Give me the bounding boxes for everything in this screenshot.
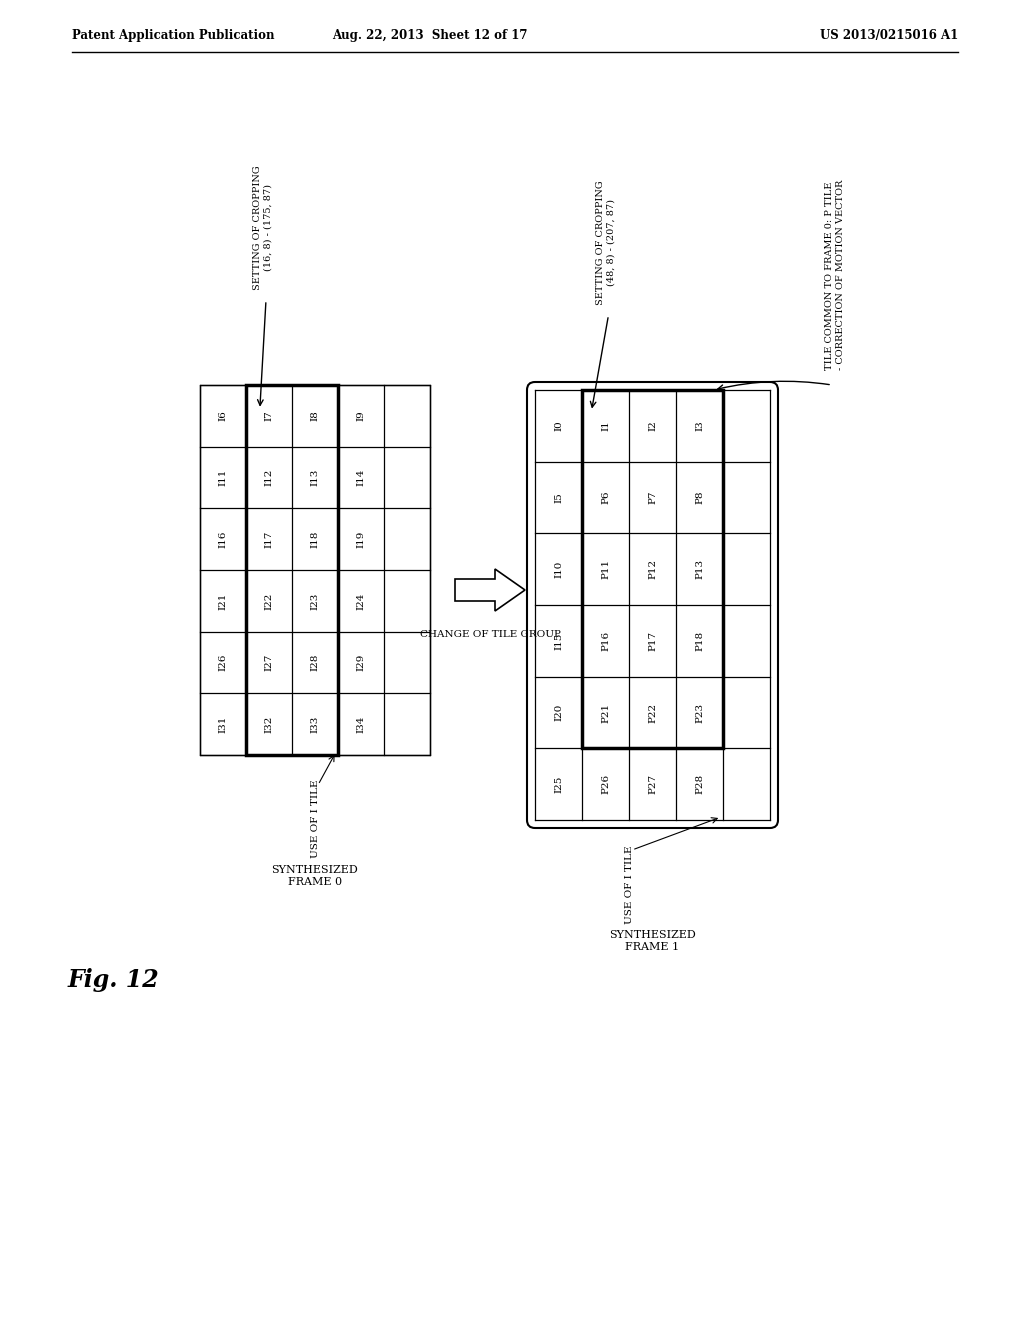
Text: P26: P26 [601,774,610,795]
Text: P18: P18 [695,631,705,651]
Text: I0: I0 [554,421,563,432]
Text: I28: I28 [310,653,319,671]
Text: I34: I34 [356,715,366,733]
Text: I13: I13 [310,469,319,486]
Text: P11: P11 [601,560,610,579]
Text: TILE COMMON TO FRAME 0: P TILE
- CORRECTION OF MOTION VECTOR: TILE COMMON TO FRAME 0: P TILE - CORRECT… [825,180,845,370]
Text: P12: P12 [648,560,657,579]
Text: I21: I21 [218,593,227,610]
Text: I23: I23 [310,593,319,610]
Text: I5: I5 [554,492,563,503]
Text: USE OF I TILE: USE OF I TILE [310,780,319,858]
Text: SYNTHESIZED
FRAME 1: SYNTHESIZED FRAME 1 [609,931,696,952]
Text: I31: I31 [218,715,227,733]
Text: Patent Application Publication: Patent Application Publication [72,29,274,41]
Text: I7: I7 [264,411,273,421]
Text: Fig. 12: Fig. 12 [68,968,160,993]
Text: I26: I26 [218,653,227,671]
Text: I16: I16 [218,531,227,548]
Text: I6: I6 [218,411,227,421]
Text: I3: I3 [695,421,705,432]
Text: I10: I10 [554,561,563,578]
Text: I18: I18 [310,531,319,548]
Text: I27: I27 [264,653,273,671]
Text: I33: I33 [310,715,319,733]
Text: I14: I14 [356,469,366,486]
Text: I17: I17 [264,531,273,548]
Text: P13: P13 [695,560,705,579]
Text: P27: P27 [648,774,657,795]
Text: I11: I11 [218,469,227,486]
Text: I1: I1 [601,421,610,432]
Text: USE OF I TILE: USE OF I TILE [625,845,634,924]
Text: US 2013/0215016 A1: US 2013/0215016 A1 [820,29,958,41]
Text: I8: I8 [310,411,319,421]
Text: I32: I32 [264,715,273,733]
Text: I19: I19 [356,531,366,548]
Text: SYNTHESIZED
FRAME 0: SYNTHESIZED FRAME 0 [271,865,358,887]
Text: P8: P8 [695,491,705,504]
Bar [582,389,723,748]
Text: P23: P23 [695,702,705,722]
Bar [200,385,430,755]
Text: P7: P7 [648,491,657,504]
Bar [246,385,338,755]
Text: I9: I9 [356,411,366,421]
Text: I24: I24 [356,593,366,610]
Text: P21: P21 [601,702,610,722]
Text: I29: I29 [356,653,366,671]
Text: SETTING OF CROPPING
(48, 8) - (207, 87): SETTING OF CROPPING (48, 8) - (207, 87) [596,181,615,305]
Text: I20: I20 [554,704,563,721]
Text: I12: I12 [264,469,273,486]
Text: I2: I2 [648,421,657,432]
Text: SETTING OF CROPPING
(16, 8) - (175, 87): SETTING OF CROPPING (16, 8) - (175, 87) [253,165,272,290]
Text: P28: P28 [695,774,705,795]
Text: Aug. 22, 2013  Sheet 12 of 17: Aug. 22, 2013 Sheet 12 of 17 [332,29,527,41]
Text: P17: P17 [648,631,657,651]
Text: P16: P16 [601,631,610,651]
Text: I15: I15 [554,632,563,649]
Text: I25: I25 [554,775,563,793]
Text: P22: P22 [648,702,657,722]
Text: I22: I22 [264,593,273,610]
Text: CHANGE OF TILE GROUP: CHANGE OF TILE GROUP [420,630,560,639]
Text: P6: P6 [601,491,610,504]
